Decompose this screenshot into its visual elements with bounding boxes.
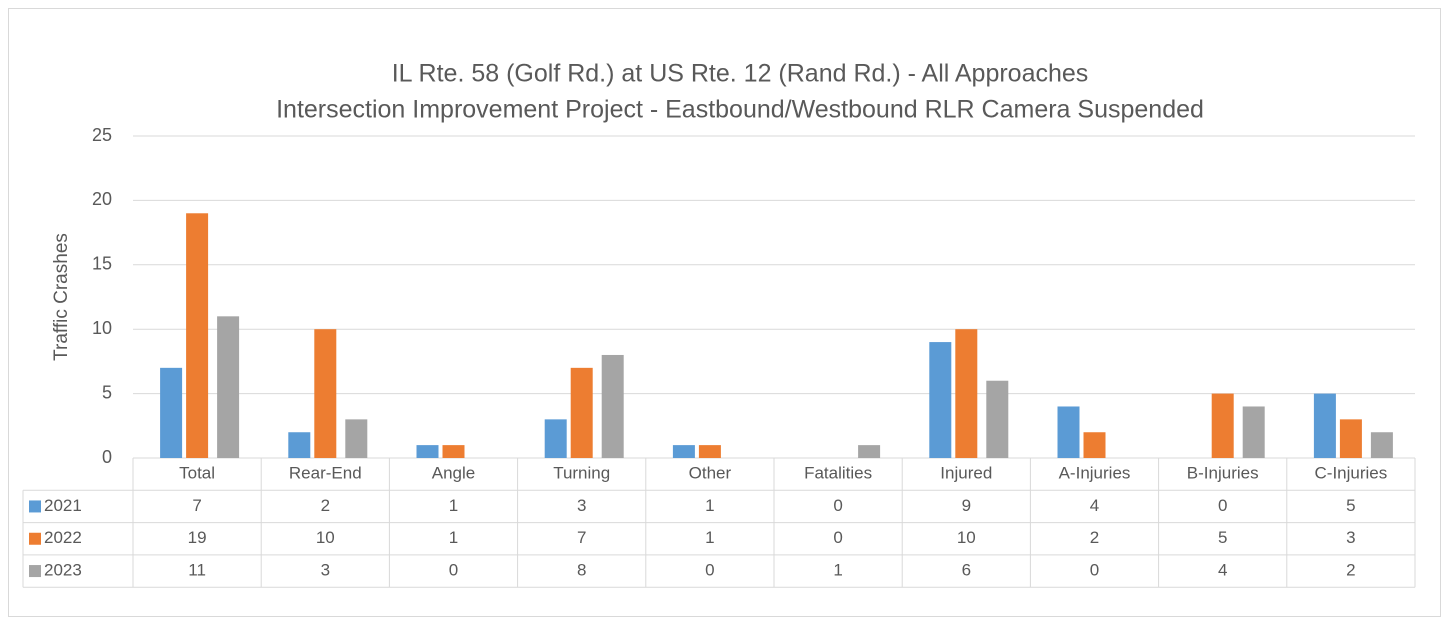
bar xyxy=(986,380,1009,458)
bar xyxy=(1083,432,1106,458)
table-cell: 0 xyxy=(833,528,842,547)
bar xyxy=(1057,406,1080,458)
table-cell: 0 xyxy=(1218,496,1227,515)
bar xyxy=(1339,419,1362,458)
x-tick-label: Fatalities xyxy=(804,464,872,483)
table-cell: 1 xyxy=(449,496,458,515)
bar xyxy=(1370,432,1393,458)
table-cell: 0 xyxy=(833,496,842,515)
x-tick-label: B-Injuries xyxy=(1187,464,1259,483)
bar xyxy=(544,419,567,458)
bar xyxy=(1242,406,1265,458)
bar xyxy=(314,329,337,458)
table-cell: 4 xyxy=(1090,496,1099,515)
legend-label: 2022 xyxy=(44,528,82,547)
bar xyxy=(442,445,465,458)
x-tick-label: C-Injuries xyxy=(1315,464,1388,483)
x-tick-label: Other xyxy=(689,464,732,483)
y-tick-label: 10 xyxy=(92,318,112,338)
y-tick-label: 25 xyxy=(92,125,112,145)
bar xyxy=(1211,393,1234,458)
bar xyxy=(288,432,311,458)
table-cell: 1 xyxy=(449,528,458,547)
bar xyxy=(217,316,240,458)
bar xyxy=(160,367,183,458)
bar xyxy=(858,445,881,458)
x-tick-label: Total xyxy=(179,464,215,483)
table-cell: 1 xyxy=(705,528,714,547)
legend-swatch xyxy=(29,500,41,513)
bar xyxy=(186,213,209,458)
bar xyxy=(345,419,368,458)
legend-swatch xyxy=(29,532,41,545)
x-tick-label: Rear-End xyxy=(289,464,362,483)
x-tick-label: Turning xyxy=(553,464,610,483)
table-cell: 10 xyxy=(316,528,335,547)
table-cell: 5 xyxy=(1346,496,1355,515)
table-cell: 9 xyxy=(962,496,971,515)
table-cell: 3 xyxy=(577,496,586,515)
table-cell: 4 xyxy=(1218,561,1227,580)
table-cell: 3 xyxy=(1346,528,1355,547)
table-cell: 11 xyxy=(188,561,206,580)
legend-label: 2023 xyxy=(44,561,82,580)
bar xyxy=(416,445,439,458)
bar xyxy=(698,445,721,458)
table-cell: 1 xyxy=(833,561,842,580)
x-tick-label: Angle xyxy=(432,464,475,483)
bar xyxy=(1313,393,1336,458)
y-tick-label: 5 xyxy=(102,382,112,402)
table-cell: 7 xyxy=(577,528,586,547)
table-cell: 6 xyxy=(962,561,971,580)
table-cell: 3 xyxy=(321,561,330,580)
table-cell: 1 xyxy=(705,496,714,515)
bar xyxy=(929,342,952,458)
y-tick-label: 15 xyxy=(92,254,112,274)
y-axis-label: Traffic Crashes xyxy=(51,233,72,361)
table-cell: 5 xyxy=(1218,528,1227,547)
bar xyxy=(955,329,978,458)
table-cell: 10 xyxy=(957,528,976,547)
chart-subtitle: Intersection Improvement Project - Eastb… xyxy=(276,96,1204,124)
table-cell: 8 xyxy=(577,561,586,580)
y-tick-label: 0 xyxy=(102,447,112,467)
chart-border xyxy=(8,8,1441,617)
y-tick-label: 20 xyxy=(92,189,112,209)
x-tick-label: A-Injuries xyxy=(1059,464,1131,483)
legend-label: 2021 xyxy=(44,496,82,515)
table-cell: 0 xyxy=(449,561,458,580)
legend-swatch xyxy=(29,565,41,578)
table-cell: 19 xyxy=(188,528,207,547)
table-cell: 0 xyxy=(1090,561,1099,580)
table-cell: 0 xyxy=(705,561,714,580)
bar xyxy=(601,354,624,458)
chart-title: IL Rte. 58 (Golf Rd.) at US Rte. 12 (Ran… xyxy=(392,60,1089,88)
bar xyxy=(570,367,593,458)
table-cell: 2 xyxy=(321,496,330,515)
table-cell: 2 xyxy=(1346,561,1355,580)
bar xyxy=(672,445,695,458)
x-tick-label: Injured xyxy=(940,464,992,483)
table-cell: 2 xyxy=(1090,528,1099,547)
table-cell: 7 xyxy=(192,496,201,515)
